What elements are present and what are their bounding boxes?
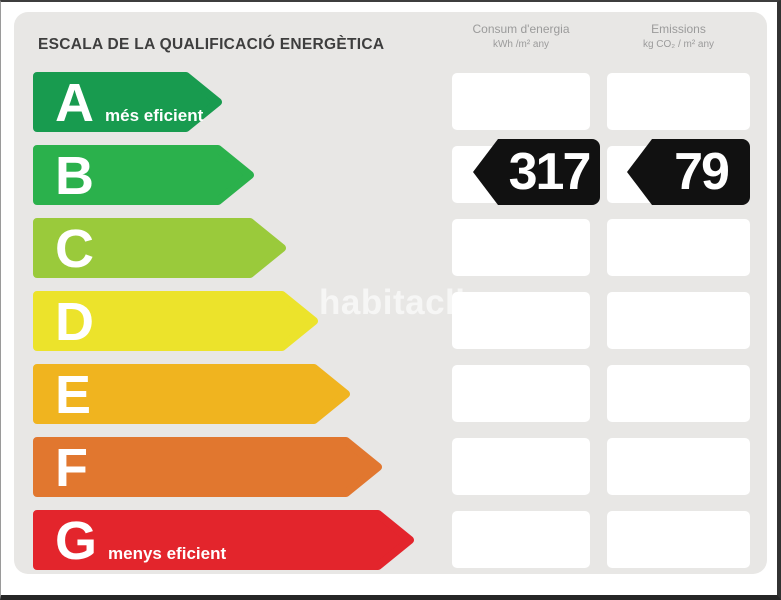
consumption-value-badge: 317: [473, 139, 600, 205]
emissions-cell-g: [607, 511, 750, 568]
consumption-cell-a: [452, 73, 590, 130]
rating-text-d: D: [55, 295, 94, 349]
rating-row-g: G menys eficient: [14, 510, 767, 570]
rating-text-g: G menys eficient: [55, 514, 226, 568]
rating-row-f: F: [14, 437, 767, 497]
consumption-column-unit: kWh /m² any: [492, 39, 550, 50]
rating-row-e: E: [14, 364, 767, 424]
grade-letter-c: C: [55, 219, 94, 279]
emissions-cell-c: [607, 219, 750, 276]
energy-scale-panel: ESCALA DE LA QUALIFICACIÓ ENERGÈTICA Con…: [14, 12, 767, 574]
emissions-cell-a: [607, 73, 750, 130]
consumption-value: 317: [508, 143, 592, 201]
efficiency-note-least: menys eficient: [108, 544, 227, 563]
grade-letter-e: E: [55, 365, 92, 425]
rating-row-d: D: [14, 291, 767, 351]
rating-text-c: C: [55, 222, 94, 276]
consumption-column-header: Consum d'energia kWh /m² any: [452, 22, 590, 50]
rating-text-f: F: [55, 441, 88, 495]
rating-text-a: A més eficient: [55, 76, 203, 130]
grade-letter-d: D: [55, 292, 94, 352]
grade-letter-a: A: [55, 73, 94, 133]
consumption-cell-g: [452, 511, 590, 568]
rating-arrow-b: [33, 145, 254, 205]
emissions-value: 79: [674, 143, 730, 201]
emissions-cell-f: [607, 438, 750, 495]
emissions-column-unit: kg CO₂ / m² any: [642, 39, 715, 50]
rating-arrow-d: [33, 291, 318, 351]
grade-letter-b: B: [55, 146, 94, 206]
consumption-column-label: Consum d'energia: [472, 22, 570, 36]
grade-letter-f: F: [55, 438, 88, 498]
emissions-value-badge: 79: [627, 139, 750, 205]
scale-title: ESCALA DE LA QUALIFICACIÓ ENERGÈTICA: [38, 36, 385, 53]
consumption-cell-f: [452, 438, 590, 495]
consumption-cell-e: [452, 365, 590, 422]
rating-arrow-e: [33, 364, 350, 424]
emissions-cell-d: [607, 292, 750, 349]
rating-row-c: C: [14, 218, 767, 278]
grade-letter-g: G: [55, 511, 98, 571]
rating-row-a: A més eficient: [14, 72, 767, 132]
rating-arrow-c: [33, 218, 286, 278]
emissions-column-header: Emissions kg CO₂ / m² any: [607, 22, 750, 50]
consumption-cell-d: [452, 292, 590, 349]
rating-arrow-a: [33, 72, 222, 132]
consumption-cell-c: [452, 219, 590, 276]
rating-text-b: B: [55, 149, 94, 203]
emissions-cell-e: [607, 365, 750, 422]
rating-arrow-g: [33, 510, 414, 570]
efficiency-note-most: més eficient: [105, 106, 204, 125]
rating-text-e: E: [55, 368, 91, 422]
emissions-column-label: Emissions: [651, 22, 706, 36]
rating-arrow-f: [33, 437, 382, 497]
